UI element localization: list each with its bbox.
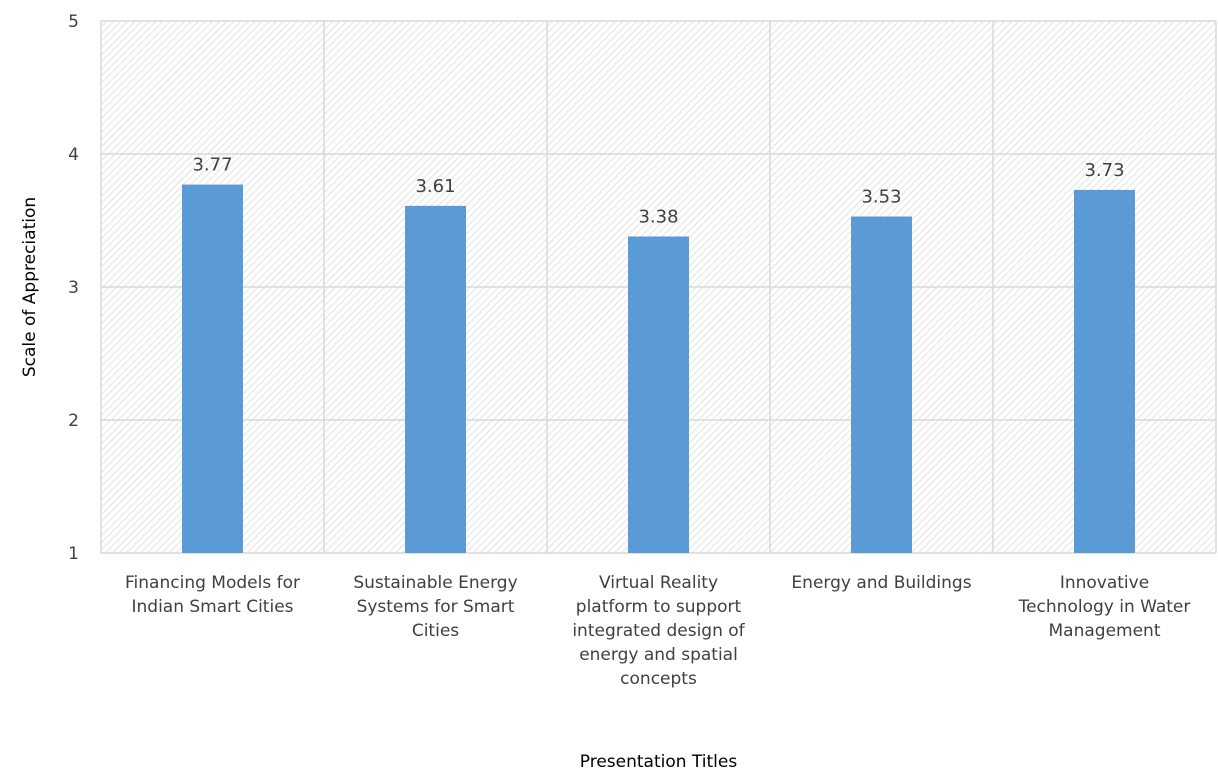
- x-tick-label: Financing Models for Indian Smart Cities: [125, 573, 300, 617]
- bar: [182, 184, 243, 553]
- data-labels: 3.77 3.61 3.38 3.53 3.73: [192, 155, 1124, 228]
- y-tick-label: 4: [68, 145, 79, 165]
- x-tick-label: Sustainable Energy Systems for Smart Citie…: [353, 573, 517, 641]
- data-label: 3.77: [192, 155, 232, 176]
- data-label: 3.61: [415, 176, 455, 197]
- bar: [851, 216, 912, 553]
- data-label: 3.53: [861, 187, 901, 208]
- data-label: 3.38: [638, 206, 678, 227]
- y-axis-ticks: 1 2 3 4 5: [68, 12, 79, 564]
- y-tick-label: 1: [68, 544, 79, 564]
- bar: [1074, 189, 1135, 553]
- y-tick-label: 3: [68, 278, 79, 298]
- x-tick-label: Energy and Buildings: [791, 573, 971, 593]
- y-tick-label: 2: [68, 411, 79, 431]
- bar: [628, 236, 689, 553]
- bar: [405, 205, 466, 553]
- data-label: 3.73: [1084, 160, 1124, 181]
- bars: [182, 184, 1135, 553]
- y-axis-title: Scale of Appreciation: [20, 197, 40, 377]
- x-axis-categories: Financing Models for Indian Smart Cities S…: [125, 573, 1190, 689]
- x-tick-label: Innovative Technology in Water Management: [1018, 573, 1191, 641]
- y-tick-label: 5: [68, 12, 79, 32]
- x-tick-label: Virtual Reality platform to support integr…: [572, 573, 745, 689]
- x-axis-title: Presentation Titles: [580, 752, 738, 772]
